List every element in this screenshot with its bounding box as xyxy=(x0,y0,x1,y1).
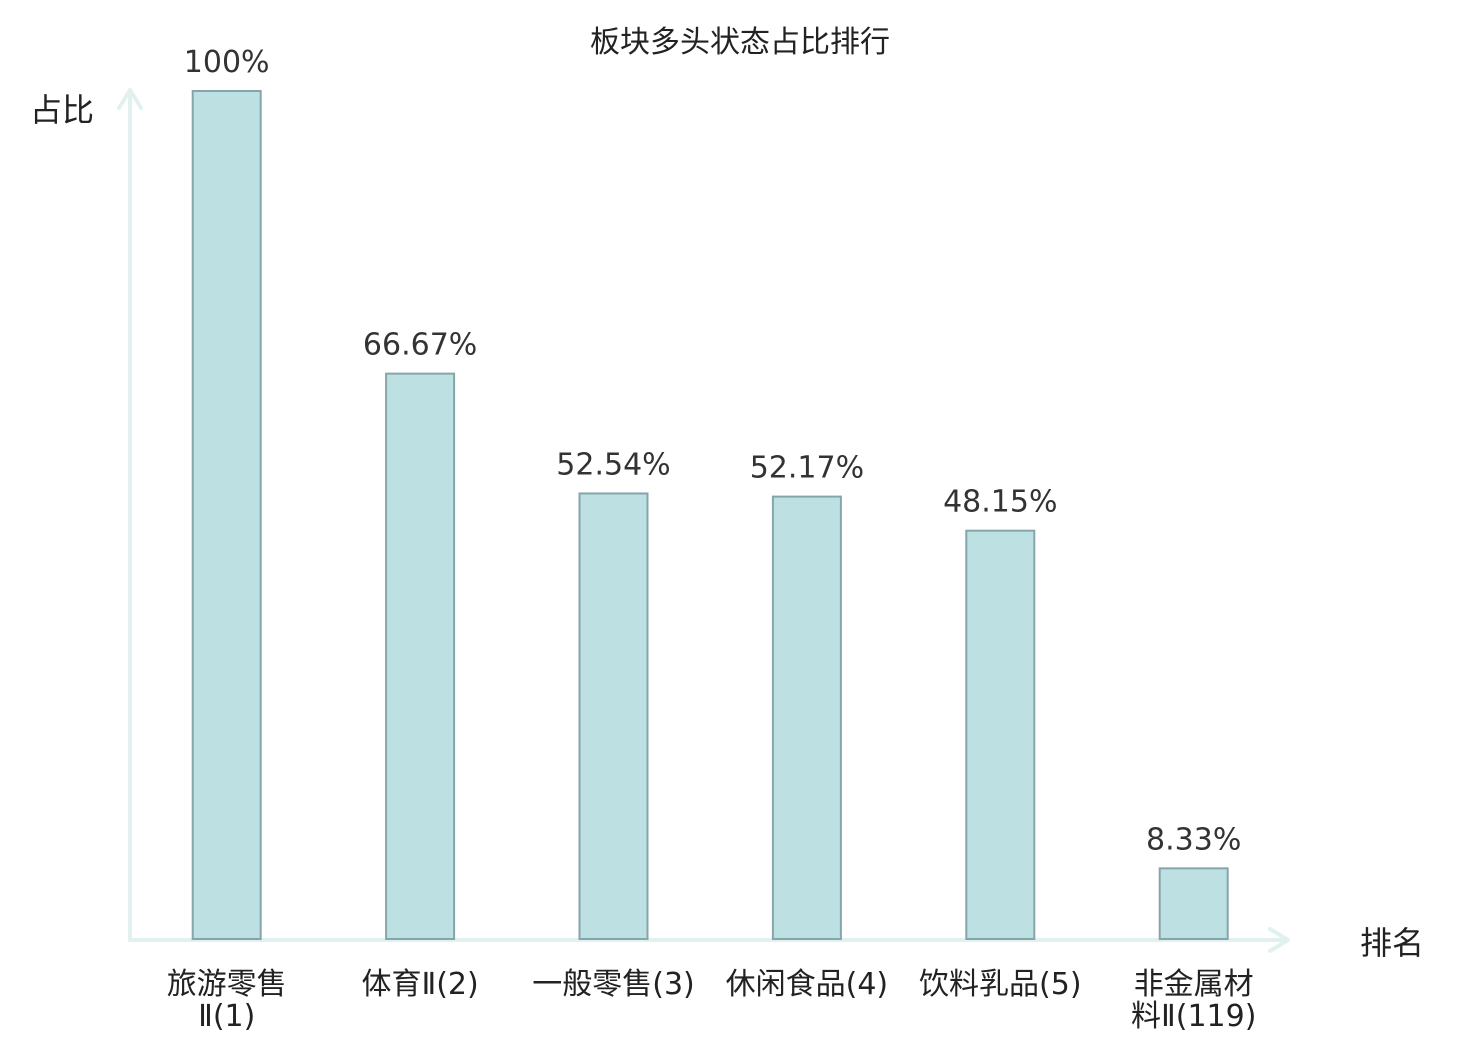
data-label-3: 52.54% xyxy=(556,447,670,482)
axes xyxy=(117,88,1290,953)
bars xyxy=(191,90,1229,940)
y-axis-arrow xyxy=(117,88,143,110)
data-label-5: 48.15% xyxy=(943,485,1057,520)
bar-1 xyxy=(191,90,262,940)
data-label-1: 100% xyxy=(184,45,270,80)
bar-3 xyxy=(578,492,649,940)
x-tick-label-6-line-1: 非金属材 xyxy=(1134,967,1254,1002)
x-tick-label-1-line-1: 旅游零售 xyxy=(167,967,287,1002)
data-label-2: 66.67% xyxy=(363,328,477,363)
chart-title: 板块多头状态占比排行 xyxy=(590,25,890,60)
x-tick-label-5: 饮料乳品(5) xyxy=(919,967,1082,1002)
bar-2 xyxy=(385,372,456,940)
bar-4 xyxy=(771,495,842,940)
x-tick-label-1-line-2: Ⅱ(1) xyxy=(198,999,255,1034)
x-tick-label-3: 一般零售(3) xyxy=(532,967,695,1002)
data-label-4: 52.17% xyxy=(750,451,864,486)
data-label-6: 8.33% xyxy=(1146,822,1241,857)
bar-6 xyxy=(1158,867,1229,940)
y-axis-label: 占比 xyxy=(30,91,94,129)
x-axis-arrow xyxy=(1268,927,1290,953)
x-tick-label-2: 体育Ⅱ(2) xyxy=(361,967,478,1002)
x-tick-label-4: 休闲食品(4) xyxy=(726,967,889,1002)
value-labels: 100% 66.67% 52.54% 52.17% 48.15% 8.33% xyxy=(184,45,1242,857)
bar-5 xyxy=(965,529,1036,940)
x-tick-label-6-line-2: 料Ⅱ(119) xyxy=(1131,999,1256,1034)
x-axis-label: 排名 xyxy=(1360,924,1424,962)
